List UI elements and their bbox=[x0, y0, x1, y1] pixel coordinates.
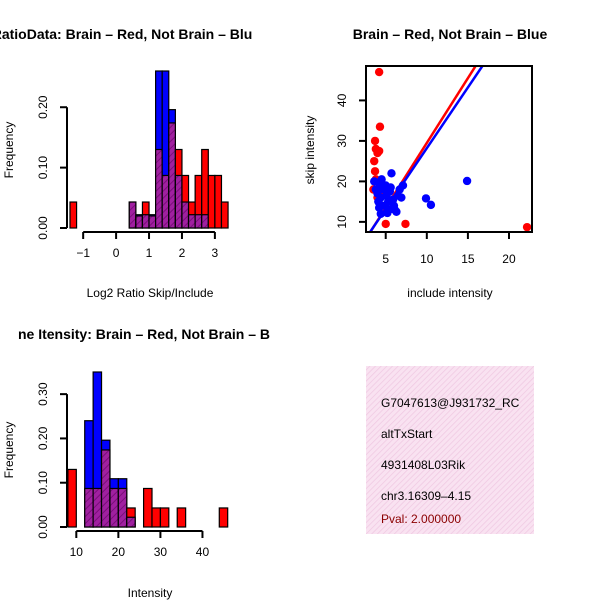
intensity-overlap-bar bbox=[84, 487, 94, 528]
ratio-y-tick-label: 0.20 bbox=[36, 95, 50, 119]
scatter-point bbox=[426, 200, 436, 210]
ratio-y-tick-label: 0.00 bbox=[36, 216, 50, 240]
info-panel: G7047613@J931732_RC altTxStart 4931408L0… bbox=[366, 366, 534, 534]
info-location: chr3.16309–4.15 bbox=[381, 489, 471, 503]
scatter-point bbox=[370, 136, 380, 146]
ratio-x-tick-label: 1 bbox=[146, 246, 153, 260]
scatter-y-tick-label: 10 bbox=[335, 215, 349, 229]
scatter-y-tick-label: 30 bbox=[335, 134, 349, 148]
scatter-point bbox=[374, 146, 384, 156]
intensity-y-tick-label: 0.00 bbox=[36, 515, 50, 539]
ratio-bar bbox=[220, 201, 229, 229]
intensity-histogram-ylabel: Frequency bbox=[2, 422, 16, 479]
ratio-overlap-bar bbox=[135, 215, 144, 229]
scatter-point bbox=[383, 208, 392, 218]
scatter-point bbox=[462, 176, 472, 186]
scatter-point bbox=[381, 219, 390, 229]
ratio-overlap-bar bbox=[128, 201, 137, 229]
intensity-histogram-panel: ne Itensity: Brain – Red, Not Brain – B … bbox=[2, 326, 270, 600]
ratio-histogram-bars bbox=[69, 70, 229, 229]
scatter-title: Brain – Red, Not Brain – Blue bbox=[353, 26, 548, 42]
scatter-point bbox=[398, 181, 408, 190]
ratio-histogram-panel: RatioData: Brain – Red, Not Brain – Blu … bbox=[0, 26, 252, 300]
intensity-bar bbox=[176, 507, 187, 528]
ratio-overlap-bar bbox=[181, 201, 190, 229]
ratio-y-tick-label: 0.10 bbox=[36, 156, 50, 180]
scatter-point bbox=[370, 156, 379, 166]
intensity-bar bbox=[159, 507, 170, 528]
info-event-id: G7047613@J931732_RC bbox=[381, 396, 520, 410]
intensity-bar bbox=[218, 507, 229, 528]
ratio-histogram-ylabel: Frequency bbox=[2, 122, 16, 179]
ratio-bar bbox=[69, 201, 78, 229]
intensity-x-tick-label: 20 bbox=[112, 545, 126, 559]
ratio-histogram-title: RatioData: Brain – Red, Not Brain – Blu bbox=[0, 26, 252, 42]
ratio-overlap-bar bbox=[187, 214, 196, 229]
scatter-point bbox=[375, 122, 385, 131]
intensity-bar bbox=[142, 487, 153, 528]
intensity-y-tick-label: 0.30 bbox=[36, 382, 50, 406]
info-panel-background bbox=[366, 366, 534, 534]
scatter-xlabel: include intensity bbox=[407, 286, 492, 300]
ratio-overlap-bar bbox=[168, 122, 176, 229]
scatter-point bbox=[397, 193, 406, 202]
ratio-bar bbox=[207, 174, 216, 229]
scatter-point bbox=[376, 209, 385, 218]
ratio-overlap-bar bbox=[155, 148, 163, 229]
ratio-x-tick-label: 2 bbox=[179, 246, 186, 260]
scatter-point bbox=[370, 167, 380, 176]
intensity-overlap-bar bbox=[117, 487, 128, 528]
intensity-overlap-bar bbox=[92, 487, 103, 528]
scatter-point bbox=[387, 169, 396, 178]
ratio-bar bbox=[214, 174, 223, 229]
intensity-histogram-title: ne Itensity: Brain – Red, Not Brain – B bbox=[18, 326, 270, 342]
ratio-x-tick-label: 3 bbox=[212, 246, 219, 260]
scatter-point bbox=[386, 183, 395, 192]
scatter-point bbox=[401, 219, 410, 229]
scatter-axes: 5 10 15 20 10 20 30 40 bbox=[335, 65, 533, 266]
intensity-y-tick-label: 0.10 bbox=[36, 471, 50, 495]
intensity-bar bbox=[67, 468, 77, 528]
intensity-overlap-bar bbox=[100, 449, 111, 528]
intensity-histogram-xlabel: Intensity bbox=[128, 586, 173, 600]
scatter-point bbox=[522, 222, 532, 232]
intensity-x-tick-label: 30 bbox=[154, 545, 168, 559]
ratio-overlap-bar bbox=[148, 215, 157, 229]
intensity-histogram-axes: 10 20 30 40 0.00 0.10 0.20 0.30 bbox=[36, 382, 209, 559]
scatter-point bbox=[392, 207, 401, 216]
scatter-ylabel: skip intensity bbox=[303, 116, 317, 185]
scatter-frame bbox=[365, 65, 533, 233]
intensity-histogram-bars bbox=[67, 371, 229, 528]
scatter-panel: Brain – Red, Not Brain – Blue 5 10 15 20 10 2… bbox=[303, 26, 548, 300]
scatter-y-tick-label: 40 bbox=[335, 93, 349, 107]
ratio-overlap-bar bbox=[174, 174, 183, 229]
intensity-x-tick-label: 10 bbox=[70, 545, 84, 559]
info-event-type: altTxStart bbox=[381, 427, 433, 441]
intensity-bar bbox=[151, 507, 162, 528]
intensity-overlap-bar bbox=[126, 516, 136, 528]
scatter-marks bbox=[368, 66, 532, 232]
scatter-x-tick-label: 15 bbox=[461, 252, 475, 266]
scatter-x-tick-label: 20 bbox=[502, 252, 516, 266]
ratio-histogram-axes: −1 0 1 2 3 0.00 0.10 0.20 bbox=[36, 95, 219, 260]
ratio-overlap-bar bbox=[201, 214, 209, 229]
info-pval: Pval: 2.000000 bbox=[381, 512, 461, 526]
scatter-point bbox=[421, 194, 431, 203]
ratio-histogram-xlabel: Log2 Ratio Skip/Include bbox=[87, 286, 214, 300]
scatter-x-tick-label: 5 bbox=[382, 252, 389, 266]
scatter-point bbox=[377, 175, 386, 184]
ratio-x-tick-label: −1 bbox=[76, 246, 90, 260]
ratio-x-tick-label: 0 bbox=[113, 246, 120, 260]
ratio-overlap-bar bbox=[141, 214, 150, 229]
scatter-y-tick-label: 20 bbox=[335, 174, 349, 188]
ratio-overlap-bar bbox=[194, 214, 203, 229]
scatter-point bbox=[374, 67, 384, 77]
intensity-y-tick-label: 0.20 bbox=[36, 426, 50, 450]
info-gene: 4931408L03Rik bbox=[381, 458, 466, 472]
intensity-x-tick-label: 40 bbox=[196, 545, 210, 559]
ratio-overlap-bar bbox=[161, 174, 170, 229]
intensity-overlap-bar bbox=[109, 487, 119, 528]
scatter-x-tick-label: 10 bbox=[420, 252, 434, 266]
